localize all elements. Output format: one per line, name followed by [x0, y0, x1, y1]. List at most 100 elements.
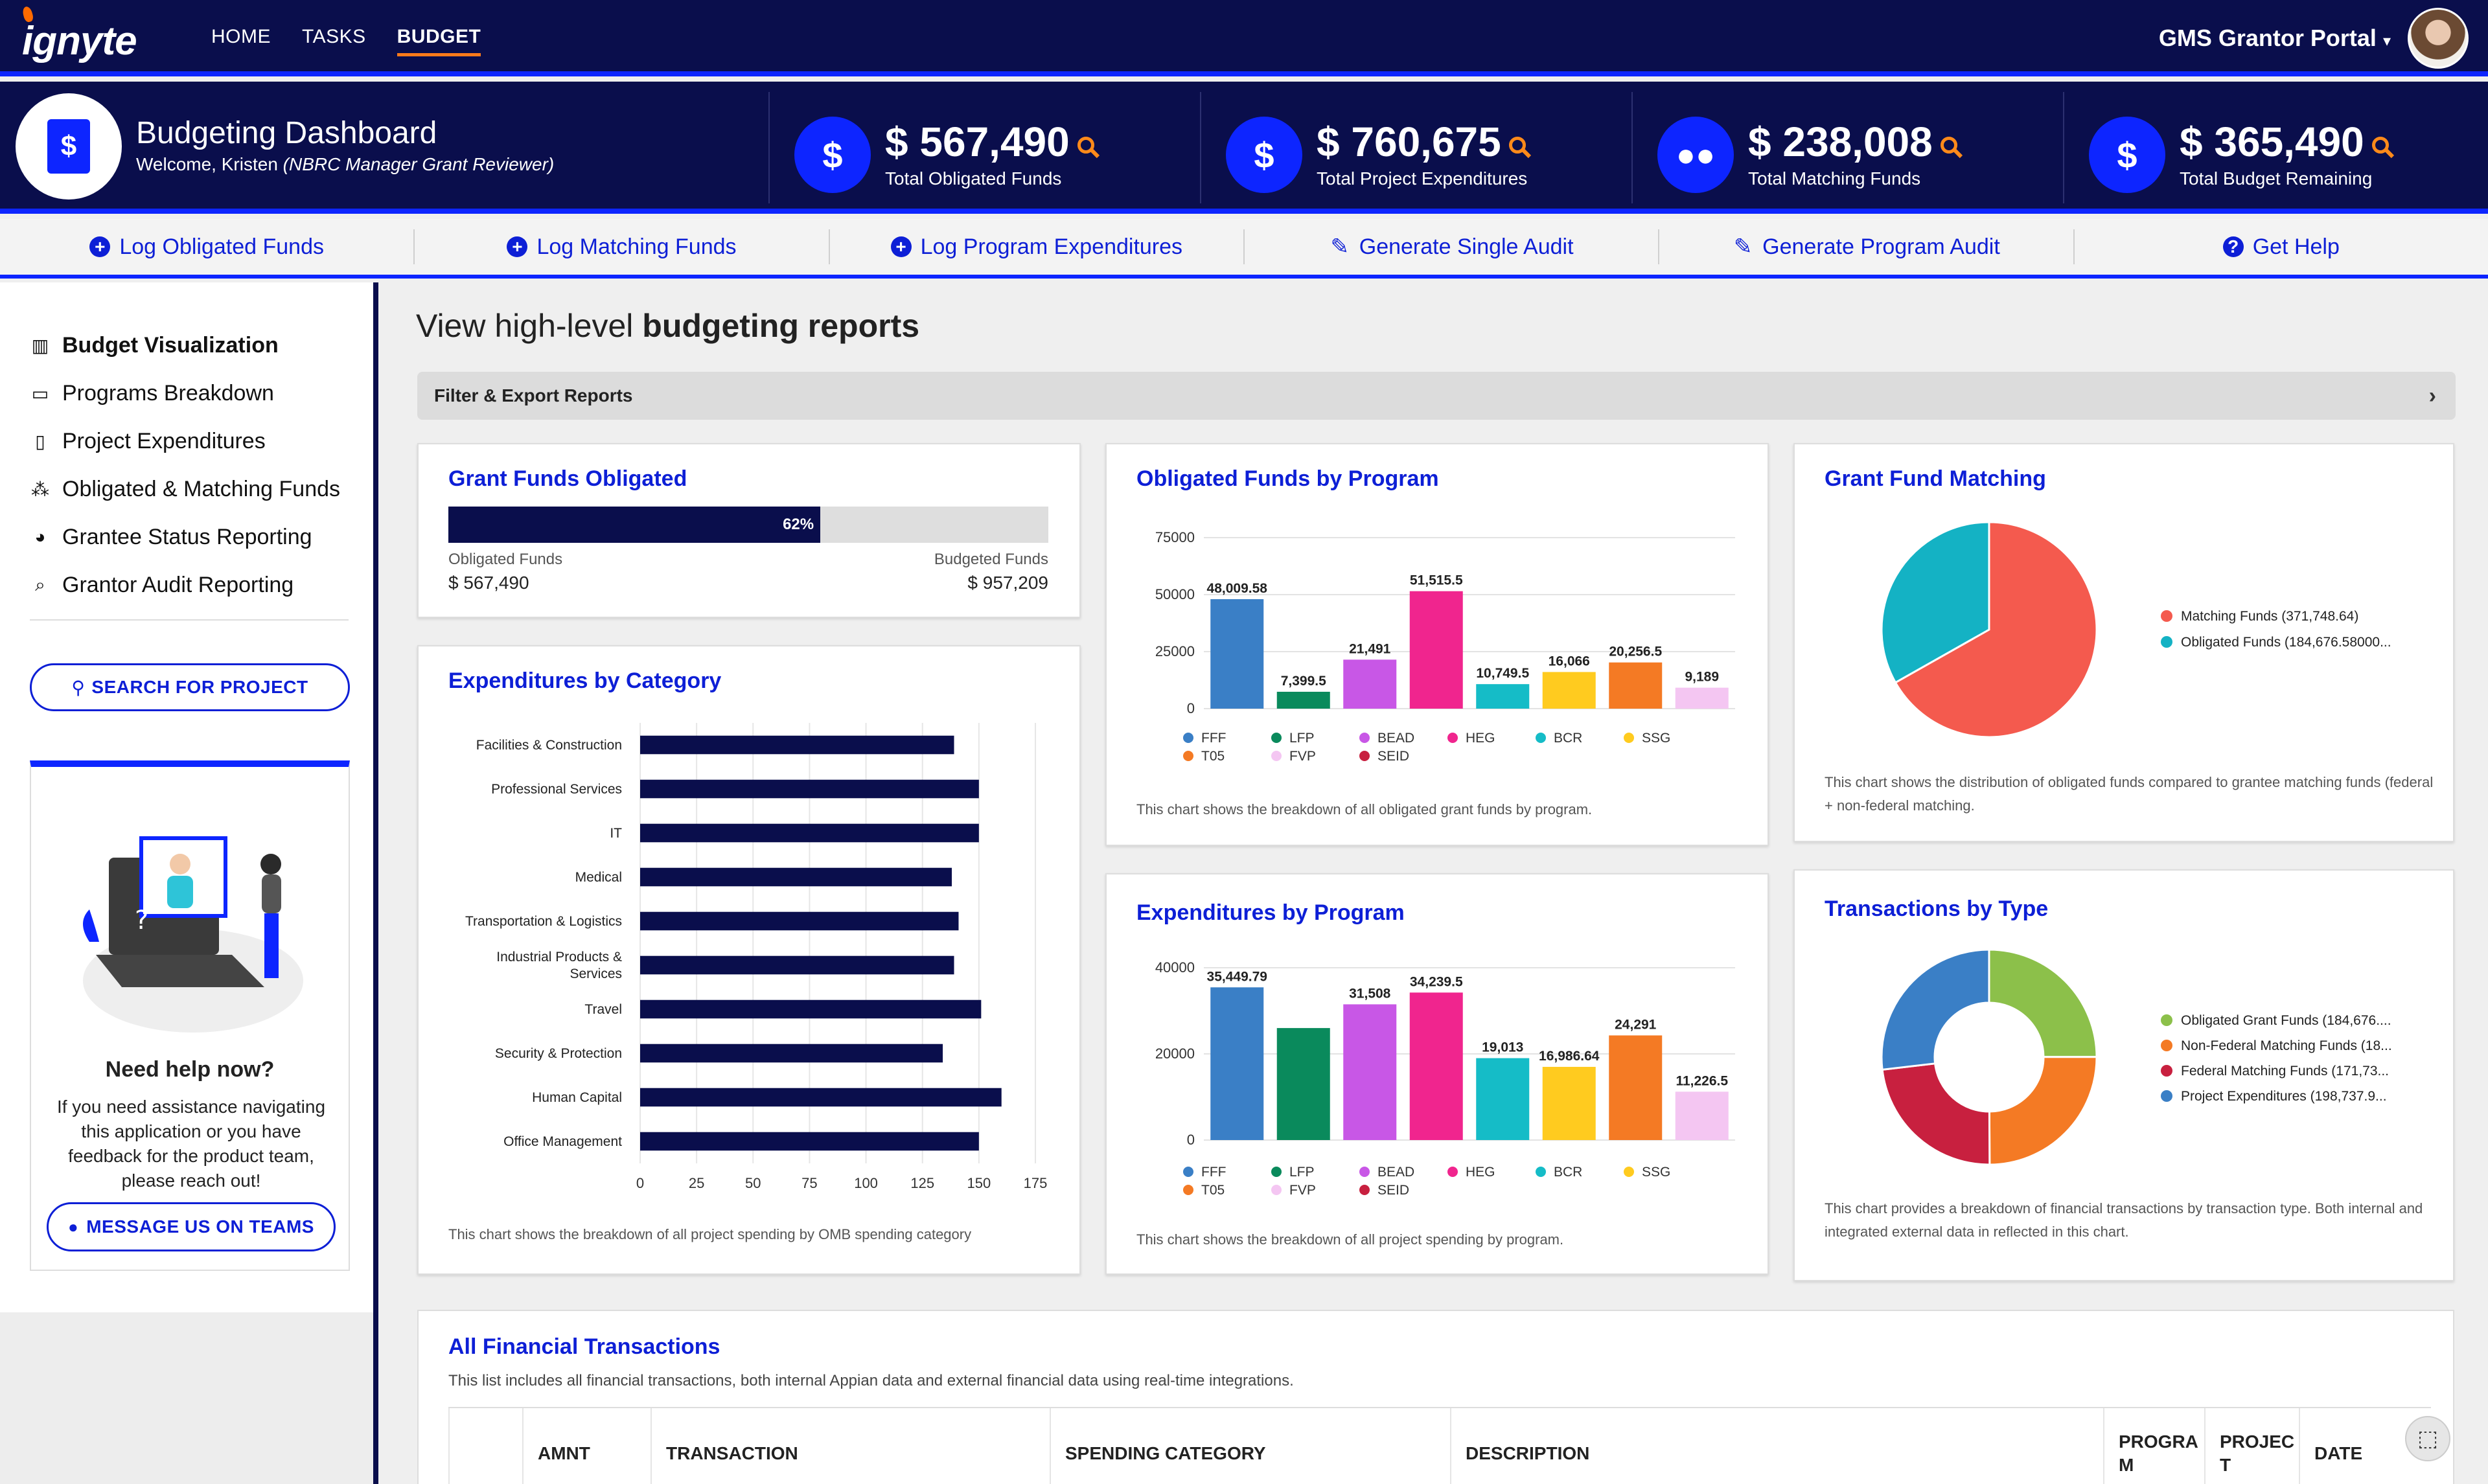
bar-bcr — [1476, 684, 1530, 709]
bar-bead — [1343, 1004, 1397, 1140]
grant-funds-obligated-card: Grant Funds Obligated 62% Obligated Fund… — [417, 443, 1081, 618]
credit-card-icon: ▭ — [31, 383, 49, 404]
sidebar-item-label: Programs Breakdown — [62, 380, 274, 405]
bar-heg — [1409, 591, 1463, 709]
page-heading: View high-level budgeting reports — [416, 307, 919, 345]
progress-track: 62% — [448, 507, 1048, 543]
legend-label: FVP — [1289, 749, 1316, 764]
user-avatar[interactable] — [2408, 8, 2469, 69]
illus-laptop-base — [96, 955, 264, 987]
bar-category — [640, 1132, 979, 1151]
bar-category — [640, 867, 952, 887]
legend-swatch — [1359, 1167, 1370, 1177]
illus-question-mark: ? — [135, 906, 148, 935]
x-tick-label: 75 — [801, 1175, 817, 1191]
nav-home[interactable]: HOME — [211, 26, 271, 47]
obligated-funds-label: Obligated Funds — [448, 551, 563, 568]
data-label: 24,291 — [1615, 1017, 1657, 1032]
teams-button-label: MESSAGE US ON TEAMS — [86, 1216, 314, 1237]
kpi-expenditures: $ $ 760,675 Total Project Expenditures — [1200, 92, 1631, 203]
message-us-on-teams-button[interactable]: ● MESSAGE US ON TEAMS — [47, 1202, 336, 1251]
search-icon[interactable] — [1077, 137, 1094, 154]
file-dollar-icon: ▯ — [35, 431, 45, 451]
sidebar-item-label: Obligated & Matching Funds — [62, 476, 341, 501]
legend-swatch — [1447, 733, 1458, 743]
dashboard-title: Budgeting Dashboard — [136, 116, 437, 150]
search-icon[interactable] — [1508, 137, 1526, 154]
sidebar-item-label: Grantee Status Reporting — [62, 524, 312, 549]
help-illustration: ? — [83, 836, 303, 1033]
bar-bcr — [1476, 1058, 1530, 1140]
progress-percent: 62% — [783, 516, 814, 533]
table-header: AMNT TRANSACTION SPENDING CATEGORY DESCR… — [448, 1407, 2431, 1484]
log-program-expenditures-button[interactable]: + Log Program Expenditures — [828, 229, 1243, 264]
sidebar-item-label: Budget Visualization — [62, 332, 279, 358]
card-title: Expenditures by Program — [1136, 900, 1405, 925]
column-amnt[interactable]: AMNT — [522, 1408, 651, 1484]
expenditures-by-category-chart: 0 25 50 75 100 125 150 175 Facilities & Construc… — [465, 723, 1047, 1191]
illus-plant — [83, 909, 99, 942]
sidebar-item-project-expenditures[interactable]: ▯ Project Expenditures — [30, 417, 340, 465]
chart-note: This chart shows the distribution of obl… — [1825, 774, 2434, 814]
sidebar-item-programs-breakdown[interactable]: ▭ Programs Breakdown — [30, 369, 340, 417]
generate-program-audit-button[interactable]: ✎ Generate Program Audit — [1658, 229, 2073, 264]
progress-fill: 62% — [448, 507, 821, 543]
legend-swatch — [1271, 751, 1282, 761]
sidebar-item-obligated-matching-funds[interactable]: ⁂ Obligated & Matching Funds — [30, 465, 340, 513]
bar-category — [640, 1088, 1002, 1107]
plus-circle-icon: + — [890, 236, 912, 257]
bar-chart-icon: ▥ — [31, 335, 49, 356]
dashboard-icon-badge: $ — [16, 93, 122, 200]
sidebar-item-budget-visualization[interactable]: ▥ Budget Visualization — [30, 321, 340, 369]
search-dollar-icon: $ — [2089, 117, 2165, 193]
column-program[interactable]: PROGRA M — [2103, 1408, 2204, 1484]
data-label: 21,491 — [1349, 641, 1391, 656]
nav-tasks[interactable]: TASKS — [302, 26, 366, 47]
x-tick-label: 25 — [689, 1175, 704, 1191]
log-obligated-funds-button[interactable]: + Log Obligated Funds — [0, 229, 413, 264]
transactions-by-type-chart: Obligated Grant Funds (184,676.... Non-Fe… — [1880, 948, 2392, 1166]
column-date[interactable]: DATE — [2299, 1408, 2431, 1484]
magic-wand-icon: ✎ — [1733, 234, 1753, 259]
kpi-label: Total Obligated Funds — [885, 168, 1062, 188]
plus-circle-icon: + — [507, 236, 528, 257]
search-icon[interactable] — [2371, 137, 2389, 154]
data-label: 10,749.5 — [1476, 666, 1529, 681]
legend-label: SEID — [1377, 749, 1409, 764]
data-label: 16,986.64 — [1539, 1049, 1600, 1064]
portal-menu[interactable]: GMS Grantor Portal ▾ — [2159, 25, 2391, 52]
column-transaction[interactable]: TRANSACTION — [651, 1408, 1050, 1484]
data-label: 7,399.5 — [1281, 674, 1326, 689]
kpi-value: $ 567,490 — [885, 118, 1094, 166]
search-icon[interactable] — [1940, 137, 1957, 154]
column-description[interactable]: DESCRIPTION — [1450, 1408, 2103, 1484]
category-label: Transportation & Logistics — [465, 914, 622, 929]
y-tick-label: 75000 — [1155, 529, 1195, 545]
heading-light: View high-level — [416, 308, 643, 344]
generate-single-audit-button[interactable]: ✎ Generate Single Audit — [1243, 229, 1658, 264]
floating-action-button[interactable]: ⬚ — [2405, 1416, 2450, 1461]
logo[interactable]: ignyte — [22, 19, 137, 63]
kpi-value: $ 365,490 — [2180, 118, 2389, 166]
x-tick-label: 125 — [910, 1175, 934, 1191]
filter-export-bar[interactable]: Filter & Export Reports › — [417, 372, 2456, 420]
x-tick-label: 50 — [745, 1175, 761, 1191]
column-project[interactable]: PROJEC T — [2204, 1408, 2299, 1484]
sidebar-divider — [30, 619, 349, 621]
data-label: 31,508 — [1349, 986, 1391, 1001]
get-help-button[interactable]: ? Get Help — [2073, 229, 2488, 264]
legend-label: HEG — [1466, 1165, 1495, 1180]
bar-category — [640, 823, 979, 843]
pie-slice — [1881, 1062, 1991, 1166]
search-for-project-button[interactable]: ⚲ SEARCH FOR PROJECT — [30, 663, 350, 711]
column-spending-category[interactable]: SPENDING CATEGORY — [1050, 1408, 1450, 1484]
category-label: Facilities & Construction — [476, 738, 622, 753]
sidebar-item-grantee-status-reporting[interactable]: ◕ Grantee Status Reporting — [30, 513, 340, 561]
action-label: Get Help — [2252, 234, 2340, 259]
nav-budget[interactable]: BUDGET — [397, 26, 481, 56]
cursor-select-icon: ⬚ — [2417, 1426, 2439, 1451]
bar-lfp — [1276, 1028, 1330, 1140]
log-matching-funds-button[interactable]: + Log Matching Funds — [413, 229, 828, 264]
sidebar-item-label: Project Expenditures — [62, 428, 266, 453]
sidebar-item-grantor-audit-reporting[interactable]: ⌕ Grantor Audit Reporting — [30, 561, 340, 609]
